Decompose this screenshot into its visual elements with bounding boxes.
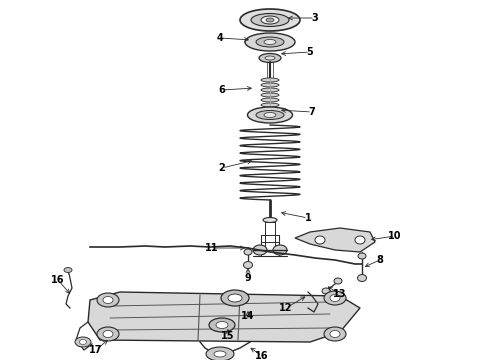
Ellipse shape [266, 18, 274, 22]
Ellipse shape [64, 267, 72, 273]
Text: 7: 7 [309, 107, 316, 117]
Ellipse shape [247, 107, 293, 123]
Text: 2: 2 [219, 163, 225, 173]
Text: 3: 3 [312, 13, 318, 23]
Ellipse shape [322, 288, 330, 294]
Ellipse shape [221, 290, 249, 306]
Ellipse shape [261, 98, 279, 102]
Ellipse shape [245, 33, 295, 51]
Ellipse shape [261, 83, 279, 87]
Ellipse shape [228, 294, 242, 302]
Ellipse shape [264, 40, 276, 45]
Text: 17: 17 [89, 345, 103, 355]
Ellipse shape [358, 274, 367, 282]
Ellipse shape [253, 245, 267, 255]
Ellipse shape [214, 351, 226, 357]
Ellipse shape [358, 253, 366, 259]
Ellipse shape [259, 54, 281, 63]
Ellipse shape [97, 327, 119, 341]
Ellipse shape [79, 339, 87, 345]
Ellipse shape [261, 16, 279, 24]
Ellipse shape [330, 294, 340, 302]
Text: 5: 5 [307, 47, 314, 57]
Ellipse shape [330, 330, 340, 338]
Ellipse shape [261, 93, 279, 97]
Text: 16: 16 [255, 351, 269, 360]
Ellipse shape [216, 321, 228, 328]
Text: 6: 6 [219, 85, 225, 95]
Polygon shape [295, 228, 375, 252]
Ellipse shape [334, 278, 342, 284]
Text: 11: 11 [205, 243, 219, 253]
Ellipse shape [324, 327, 346, 341]
Ellipse shape [265, 56, 275, 60]
Ellipse shape [240, 9, 300, 31]
Ellipse shape [263, 217, 277, 222]
Ellipse shape [261, 103, 279, 107]
Text: 12: 12 [279, 303, 293, 313]
Ellipse shape [75, 337, 91, 347]
Text: 4: 4 [217, 33, 223, 43]
Ellipse shape [256, 37, 284, 47]
Ellipse shape [355, 236, 365, 244]
Ellipse shape [206, 347, 234, 360]
Ellipse shape [256, 111, 284, 120]
Ellipse shape [264, 112, 276, 117]
Text: 8: 8 [376, 255, 384, 265]
Ellipse shape [244, 249, 252, 255]
Text: 13: 13 [333, 289, 347, 299]
Text: 9: 9 [245, 273, 251, 283]
Text: 1: 1 [305, 213, 311, 223]
Ellipse shape [97, 293, 119, 307]
Text: 14: 14 [241, 311, 255, 321]
Text: 16: 16 [51, 275, 65, 285]
Ellipse shape [273, 245, 287, 255]
Text: 10: 10 [388, 231, 402, 241]
Ellipse shape [315, 236, 325, 244]
Polygon shape [88, 292, 360, 342]
Ellipse shape [103, 330, 113, 338]
Ellipse shape [261, 78, 279, 82]
Ellipse shape [261, 88, 279, 92]
Text: 15: 15 [221, 331, 235, 341]
Ellipse shape [251, 13, 289, 27]
Ellipse shape [209, 318, 235, 332]
Ellipse shape [324, 291, 346, 305]
Ellipse shape [244, 261, 252, 269]
Ellipse shape [103, 297, 113, 303]
